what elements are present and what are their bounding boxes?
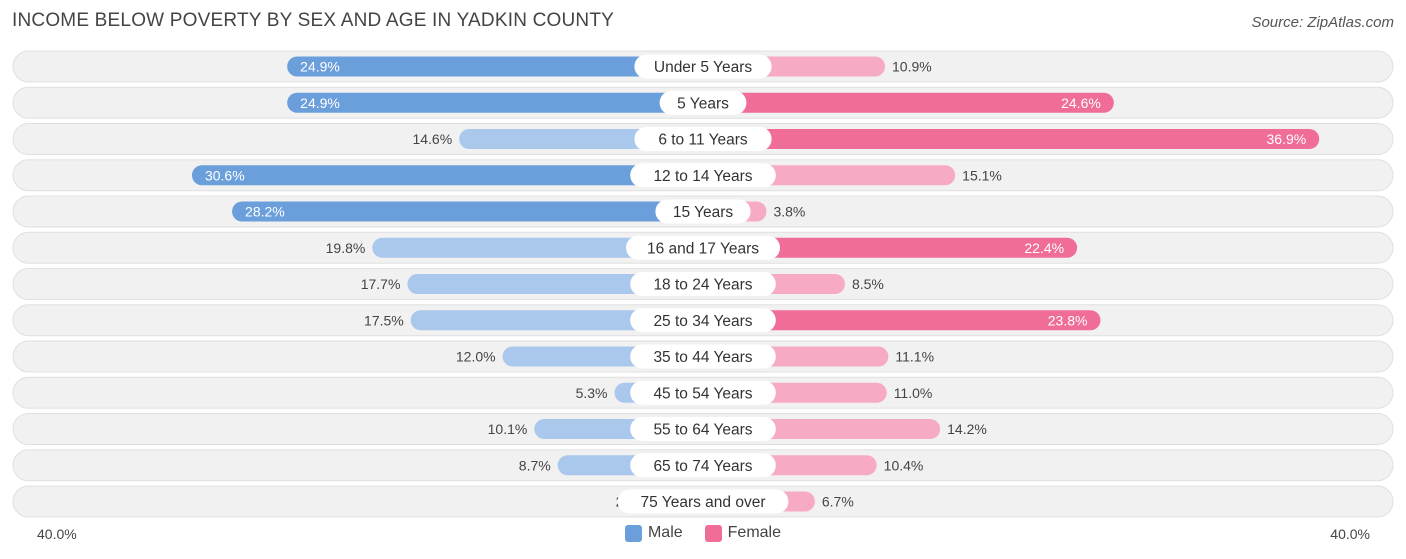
female-value-label: 22.4% <box>1024 240 1064 256</box>
male-value-label: 28.2% <box>245 204 285 220</box>
category-label-bg <box>630 453 776 478</box>
female-value-label: 36.9% <box>1267 131 1307 147</box>
male-value-label: 8.7% <box>519 457 551 473</box>
male-bar <box>372 237 703 258</box>
female-value-label: 11.0% <box>894 385 933 401</box>
female-value-label: 3.8% <box>773 204 805 220</box>
category-label-bg <box>630 163 776 188</box>
category-label: 25 to 34 Years <box>653 313 752 330</box>
legend: Male Female <box>0 524 1406 542</box>
male-value-label: 30.6% <box>205 167 245 183</box>
male-value-label: 24.9% <box>300 59 340 75</box>
category-label: 6 to 11 Years <box>658 132 748 149</box>
category-label-bg <box>634 54 772 79</box>
female-value-label: 24.6% <box>1061 95 1101 111</box>
category-label-bg <box>659 90 747 115</box>
axis-left-label: 40.0% <box>37 526 77 542</box>
male-value-label: 12.0% <box>456 349 496 365</box>
legend-female-swatch <box>704 524 722 542</box>
legend-item-female: Female <box>704 524 782 542</box>
female-value-label: 15.1% <box>962 167 1002 183</box>
female-value-label: 23.8% <box>1048 312 1088 328</box>
female-value-label: 10.4% <box>884 457 924 473</box>
male-bar <box>191 165 704 186</box>
category-label: 75 Years and over <box>641 494 766 511</box>
female-value-label: 11.1% <box>895 349 934 365</box>
category-label: 45 to 54 Years <box>653 385 752 402</box>
legend-male-label: Male <box>647 524 683 541</box>
male-bar <box>287 56 703 77</box>
male-value-label: 17.7% <box>361 276 401 292</box>
axis-right-label: 40.0% <box>1330 526 1370 542</box>
female-value-label: 14.2% <box>947 421 987 437</box>
male-value-label: 24.9% <box>300 95 340 111</box>
category-label: 18 to 24 Years <box>653 277 752 294</box>
male-value-label: 17.5% <box>364 312 404 328</box>
male-value-label: 19.8% <box>326 240 366 256</box>
female-bar <box>703 92 1114 113</box>
legend-item-male: Male <box>624 524 683 542</box>
legend-female-label: Female <box>727 524 782 541</box>
male-value-label: 14.6% <box>412 131 452 147</box>
female-bar <box>703 129 1320 149</box>
male-bar <box>407 274 703 294</box>
category-label-bg <box>626 235 780 260</box>
male-value-label: 10.1% <box>488 421 528 437</box>
chart-title: INCOME BELOW POVERTY BY SEX AND AGE IN Y… <box>12 10 615 31</box>
male-bar <box>232 201 703 222</box>
category-label-bg <box>630 272 776 296</box>
category-label: 12 to 14 Years <box>653 168 752 185</box>
category-label: Under 5 Years <box>654 59 752 76</box>
category-label-bg <box>630 417 776 441</box>
category-label-bg <box>634 127 772 151</box>
male-bar <box>410 310 703 331</box>
female-value-label: 10.9% <box>892 59 932 75</box>
category-label-bg <box>617 489 789 514</box>
category-label: 5 Years <box>677 95 729 112</box>
male-bar <box>287 92 703 113</box>
legend-male-swatch <box>624 524 642 542</box>
category-label: 35 to 44 Years <box>653 349 752 366</box>
category-label: 55 to 64 Years <box>653 422 752 439</box>
category-label-bg <box>630 344 776 369</box>
category-label-bg <box>630 308 776 333</box>
male-value-label: 5.3% <box>576 385 608 401</box>
category-label-bg <box>630 380 776 405</box>
category-label: 16 and 17 Years <box>647 240 759 257</box>
category-label: 15 Years <box>673 204 734 221</box>
female-value-label: 6.7% <box>822 494 854 510</box>
female-value-label: 8.5% <box>852 276 884 292</box>
female-bar <box>703 310 1101 331</box>
source-label: Source: ZipAtlas.com <box>1251 14 1394 31</box>
category-label-bg <box>655 199 751 224</box>
female-bar <box>703 237 1078 258</box>
category-label: 65 to 74 Years <box>653 458 752 475</box>
